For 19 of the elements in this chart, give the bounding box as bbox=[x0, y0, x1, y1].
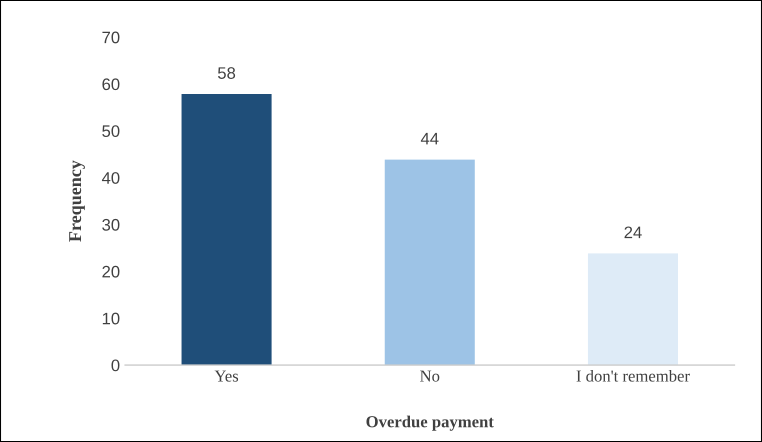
bar bbox=[383, 158, 476, 366]
y-tick-label: 60 bbox=[102, 78, 120, 90]
y-axis-title: Frequency bbox=[69, 160, 85, 242]
data-label: 58 bbox=[218, 67, 236, 79]
y-tick-label: 10 bbox=[102, 312, 120, 324]
y-tick-label: 20 bbox=[102, 266, 120, 278]
y-tick-label: 70 bbox=[102, 32, 120, 44]
y-tick-label: 30 bbox=[102, 218, 120, 231]
y-tick-label: 50 bbox=[102, 125, 120, 138]
data-label: 44 bbox=[420, 132, 439, 144]
y-tick-label: 40 bbox=[102, 172, 120, 184]
x-axis-title: Overdue payment bbox=[366, 416, 494, 431]
x-tick-label: No bbox=[420, 370, 440, 382]
bar bbox=[180, 92, 273, 366]
bar bbox=[586, 252, 680, 366]
data-label: 24 bbox=[624, 226, 642, 238]
x-tick-label: Yes bbox=[214, 370, 238, 382]
y-tick-label: 0 bbox=[111, 359, 120, 372]
x-tick-label: I don't remember bbox=[576, 370, 690, 382]
